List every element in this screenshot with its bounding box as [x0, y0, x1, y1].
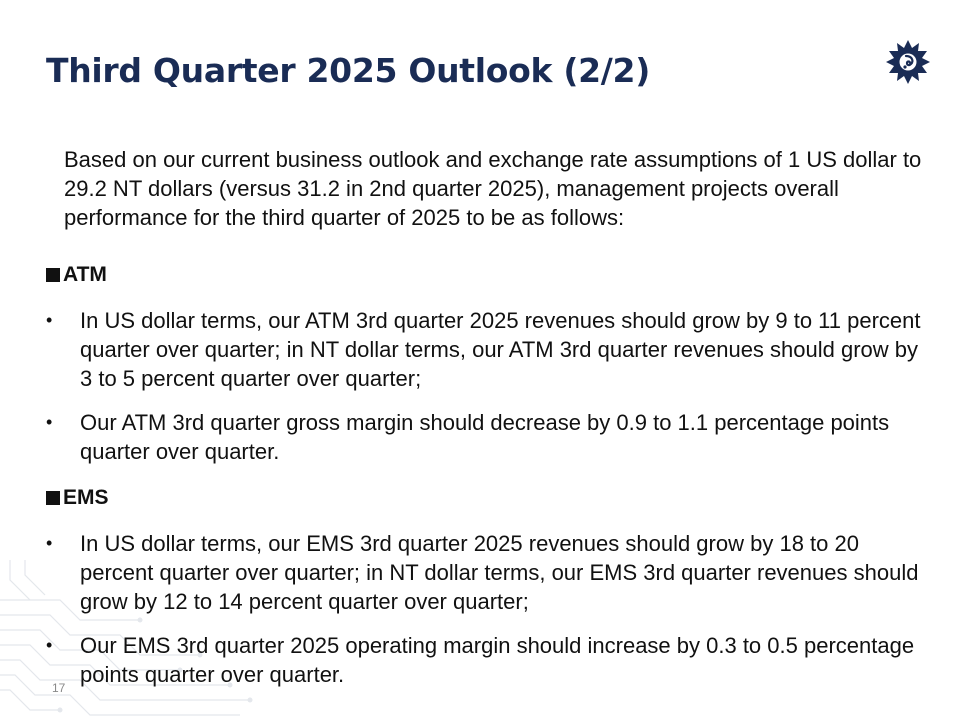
- page-number: 17: [52, 681, 66, 695]
- list-item-text: In US dollar terms, our ATM 3rd quarter …: [80, 308, 921, 391]
- section-heading-atm: ATM: [46, 261, 107, 289]
- list-item: • Our EMS 3rd quarter 2025 operating mar…: [46, 631, 936, 689]
- list-item-text: In US dollar terms, our EMS 3rd quarter …: [80, 531, 919, 614]
- bullet-marker: •: [46, 310, 53, 330]
- black-square-icon: [46, 491, 60, 505]
- section-heading-text: EMS: [63, 486, 109, 509]
- intro-paragraph: Based on our current business outlook an…: [64, 147, 922, 230]
- list-item-text: Our EMS 3rd quarter 2025 operating margi…: [80, 633, 915, 687]
- bullet-marker: •: [46, 533, 53, 553]
- list-item: • In US dollar terms, our ATM 3rd quarte…: [46, 306, 936, 393]
- bullet-marker: •: [46, 412, 53, 432]
- black-square-icon: [46, 268, 60, 282]
- circuit-decoration: [0, 560, 253, 716]
- list-item: • Our ATM 3rd quarter gross margin shoul…: [46, 408, 936, 466]
- list-item-text: Our ATM 3rd quarter gross margin should …: [80, 410, 890, 464]
- list-item: • In US dollar terms, our EMS 3rd quarte…: [46, 529, 936, 616]
- section-heading-ems: EMS: [46, 484, 109, 512]
- slide-title: Third Quarter 2025 Outlook (2/2): [46, 51, 650, 90]
- section-heading-text: ATM: [63, 263, 107, 286]
- company-logo-icon: [886, 40, 930, 84]
- bullet-marker: •: [46, 635, 53, 655]
